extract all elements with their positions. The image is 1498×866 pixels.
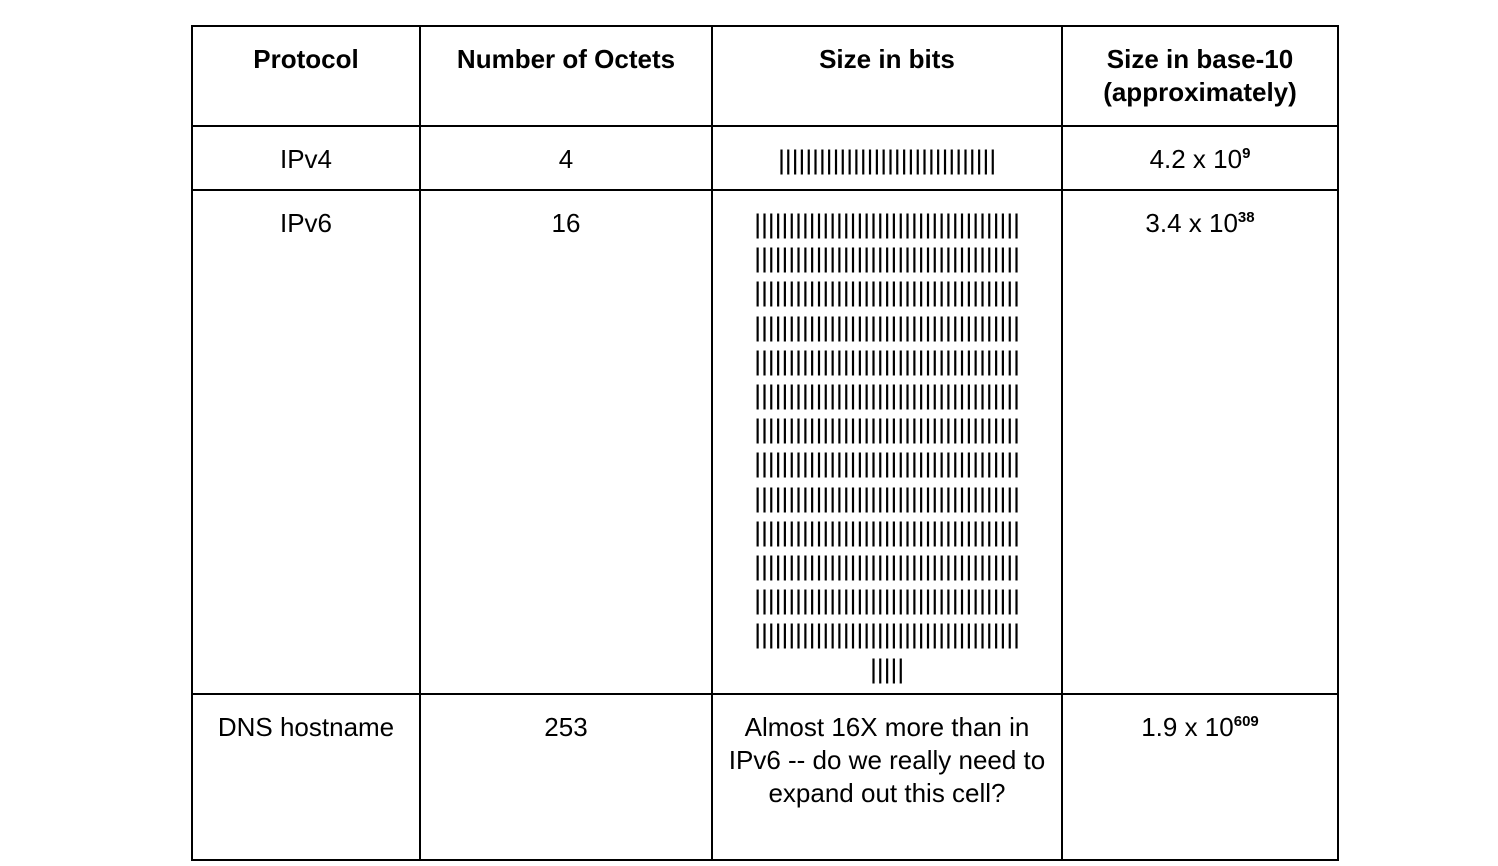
table-row: DNS hostname 253 Almost 16X more than in… (191, 693, 1339, 861)
protocol-cell: IPv4 (191, 125, 421, 191)
table-row: IPv6 16 ||||||||||||||||||||||||||||||||… (191, 189, 1339, 695)
exponent: 38 (1237, 209, 1255, 226)
exponent: 609 (1233, 713, 1259, 730)
header-base10: Size in base-10 (approximately) (1061, 25, 1339, 127)
protocol-size-table: Protocol Number of Octets Size in bits S… (191, 25, 1339, 861)
protocol-cell: DNS hostname (191, 693, 421, 861)
table-row: IPv4 4 |||||||||||||||||||||||||||||||| … (191, 125, 1339, 191)
exponent: 9 (1242, 145, 1251, 162)
bits-cell: Almost 16X more than in IPv6 -- do we re… (711, 693, 1063, 861)
base-value: 1.9 x 10 (1141, 712, 1234, 742)
base-value: 3.4 x 10 (1145, 208, 1238, 238)
protocol-cell: IPv6 (191, 189, 421, 695)
base10-cell: 1.9 x 10609 (1061, 693, 1339, 861)
header-row: Protocol Number of Octets Size in bits S… (191, 25, 1339, 127)
header-bits: Size in bits (711, 25, 1063, 127)
bits-cell: ||||||||||||||||||||||||||||||||||||||| … (711, 189, 1063, 695)
header-octets: Number of Octets (419, 25, 713, 127)
octets-cell: 16 (419, 189, 713, 695)
header-protocol: Protocol (191, 25, 421, 127)
bits-cell: |||||||||||||||||||||||||||||||| (711, 125, 1063, 191)
octets-cell: 253 (419, 693, 713, 861)
octets-cell: 4 (419, 125, 713, 191)
base10-cell: 3.4 x 1038 (1061, 189, 1339, 695)
base-value: 4.2 x 10 (1149, 144, 1243, 174)
base10-cell: 4.2 x 109 (1061, 125, 1339, 191)
